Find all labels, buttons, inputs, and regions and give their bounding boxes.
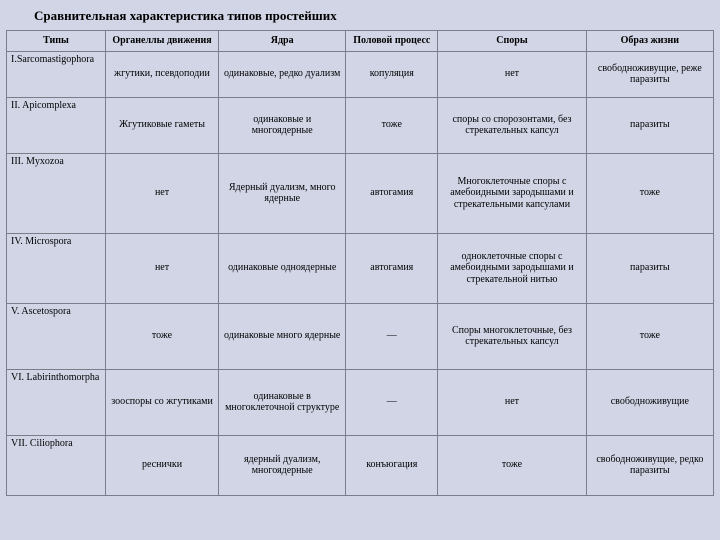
table-row: V. Ascetosporaтожеодинаковые много ядерн…: [7, 303, 714, 369]
table-body: I.Sarcomastigophoraжгутики, псевдоподиио…: [7, 51, 714, 495]
cell-type: I.Sarcomastigophora: [7, 51, 106, 97]
cell-sex: копуляция: [346, 51, 438, 97]
cell-sex: тоже: [346, 97, 438, 153]
cell-spore: Споры многоклеточные, без стрекательных …: [438, 303, 586, 369]
cell-nuc: Ядерный дуализм, много ядерные: [219, 153, 346, 233]
cell-org: тоже: [105, 303, 218, 369]
cell-nuc: одинаковые, редко дуализм: [219, 51, 346, 97]
cell-life: тоже: [586, 153, 713, 233]
cell-spore: тоже: [438, 435, 586, 495]
cell-sex: —: [346, 369, 438, 435]
cell-org: нет: [105, 233, 218, 303]
cell-org: Жгутиковые гаметы: [105, 97, 218, 153]
cell-type: V. Ascetospora: [7, 303, 106, 369]
cell-type: VII. Ciliophora: [7, 435, 106, 495]
col-life: Образ жизни: [586, 31, 713, 52]
cell-life: тоже: [586, 303, 713, 369]
header-row: Типы Органеллы движения Ядра Половой про…: [7, 31, 714, 52]
cell-org: нет: [105, 153, 218, 233]
comparison-table: Типы Органеллы движения Ядра Половой про…: [6, 30, 714, 496]
cell-life: паразиты: [586, 97, 713, 153]
table-row: IV. Microsporaнетодинаковые одноядерныеа…: [7, 233, 714, 303]
cell-sex: конъюгация: [346, 435, 438, 495]
col-types: Типы: [7, 31, 106, 52]
cell-life: свободноживущие: [586, 369, 713, 435]
cell-sex: автогамия: [346, 153, 438, 233]
cell-sex: автогамия: [346, 233, 438, 303]
table-row: II. ApicomplexaЖгутиковые гаметыодинаков…: [7, 97, 714, 153]
cell-spore: нет: [438, 51, 586, 97]
col-org: Органеллы движения: [105, 31, 218, 52]
cell-nuc: одинаковые одноядерные: [219, 233, 346, 303]
table-row: I.Sarcomastigophoraжгутики, псевдоподиио…: [7, 51, 714, 97]
cell-type: II. Apicomplexa: [7, 97, 106, 153]
col-spores: Споры: [438, 31, 586, 52]
table-row: VI. Labirinthomorphaзооспоры со жгутикам…: [7, 369, 714, 435]
page-title: Сравнительная характеристика типов прост…: [34, 8, 714, 24]
cell-spore: нет: [438, 369, 586, 435]
cell-life: паразиты: [586, 233, 713, 303]
cell-org: зооспоры со жгутиками: [105, 369, 218, 435]
table-row: VII. Ciliophoraресничкиядерный дуализм, …: [7, 435, 714, 495]
cell-spore: одноклеточные споры с амебоидными зароды…: [438, 233, 586, 303]
cell-nuc: ядерный дуализм, многоядерные: [219, 435, 346, 495]
cell-org: жгутики, псевдоподии: [105, 51, 218, 97]
cell-type: IV. Microspora: [7, 233, 106, 303]
cell-life: свободноживущие, редко паразиты: [586, 435, 713, 495]
cell-org: реснички: [105, 435, 218, 495]
cell-spore: споры со спорозонтами, без стрекательных…: [438, 97, 586, 153]
cell-sex: —: [346, 303, 438, 369]
col-nuclei: Ядра: [219, 31, 346, 52]
table-row: III. MyxozoaнетЯдерный дуализм, много яд…: [7, 153, 714, 233]
cell-nuc: одинаковые много ядерные: [219, 303, 346, 369]
cell-type: VI. Labirinthomorpha: [7, 369, 106, 435]
cell-life: свободноживущие, реже паразиты: [586, 51, 713, 97]
cell-nuc: одинаковые и многоядерные: [219, 97, 346, 153]
cell-type: III. Myxozoa: [7, 153, 106, 233]
cell-spore: Многоклеточные споры с амебоидными зарод…: [438, 153, 586, 233]
col-sex: Половой процесс: [346, 31, 438, 52]
cell-nuc: одинаковые в многоклеточной структуре: [219, 369, 346, 435]
